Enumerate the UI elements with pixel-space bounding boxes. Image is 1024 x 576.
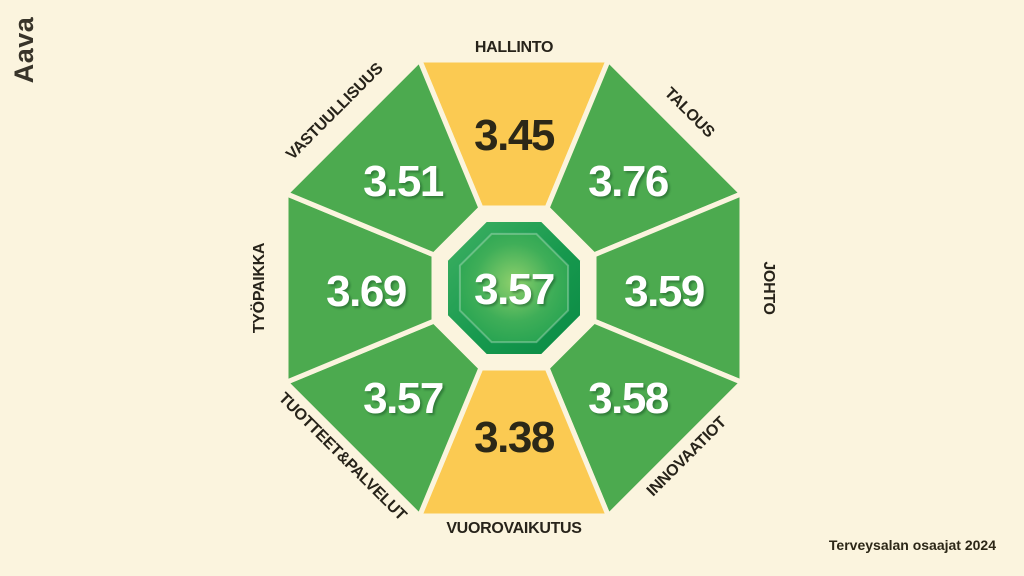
label-johto: JOHTO [760,261,777,314]
value-talous: 3.76 [588,157,668,206]
value-tyopaikka: 3.69 [326,267,406,316]
value-tuotteet-palvelut: 3.57 [363,374,443,423]
footer-caption: Terveysalan osaajat 2024 [828,537,996,553]
value-johto: 3.59 [624,267,704,316]
value-vuorovaikutus: 3.38 [474,413,555,462]
value-innovaatiot: 3.58 [588,374,669,423]
value-vastuullisuus: 3.51 [363,157,444,206]
label-hallinto: HALLINTO [475,39,553,56]
value-center: 3.57 [474,265,554,314]
center-gem-facet [458,232,570,344]
label-vuorovaikutus: VUOROVAIKUTUS [446,520,582,537]
segment-vastuullisuus [281,55,484,258]
label-tyopaikka: TYÖPAIKKA [249,242,268,333]
value-hallinto: 3.45 [474,111,555,160]
